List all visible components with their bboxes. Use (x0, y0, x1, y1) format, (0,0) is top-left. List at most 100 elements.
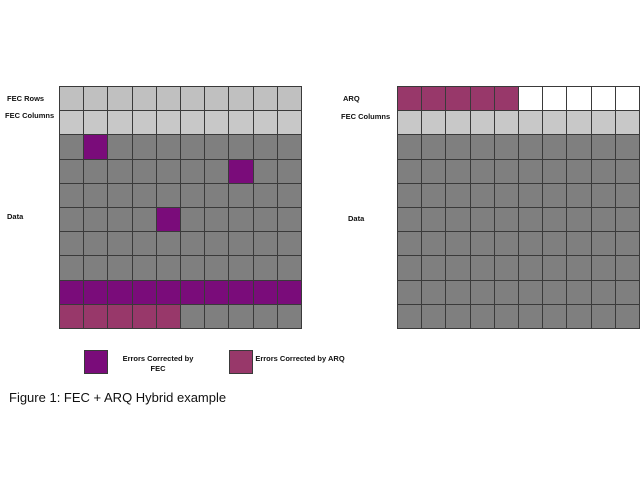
fec-column-cell (446, 111, 471, 136)
data-cell (446, 159, 471, 184)
data-cell (591, 232, 616, 257)
data-cell (591, 256, 616, 281)
data-cell (494, 232, 519, 257)
data-cell (422, 159, 447, 184)
right-label-arq: ARQ (343, 94, 360, 103)
data-cell (205, 135, 230, 160)
data-cell (156, 159, 181, 184)
fec-corrected-cell (277, 280, 302, 305)
data-cell (543, 280, 568, 305)
fec-column-cell (132, 111, 157, 136)
fec-corrected-cell (229, 280, 254, 305)
data-cell (567, 256, 592, 281)
data-cell (205, 207, 230, 233)
left-label-fec-columns: FEC Columns (5, 111, 55, 120)
empty-cell (591, 87, 616, 112)
data-cell (422, 183, 447, 208)
data-cell (543, 232, 568, 257)
data-cell (518, 232, 544, 257)
data-cell (518, 183, 544, 208)
data-cell (253, 159, 278, 184)
fec-column-cell (615, 111, 640, 136)
data-cell (398, 256, 423, 281)
data-cell (205, 232, 230, 257)
data-cell (229, 304, 254, 329)
left-grid (59, 86, 302, 329)
fec-corrected-cell (229, 159, 254, 184)
data-cell (615, 207, 640, 233)
data-cell (470, 232, 495, 257)
fec-column-cell (277, 111, 302, 136)
data-cell (567, 135, 592, 160)
data-cell (543, 159, 568, 184)
data-cell (446, 183, 471, 208)
fec-corrected-cell (156, 207, 181, 233)
data-cell (615, 280, 640, 305)
fec-corrected-cell (84, 135, 109, 160)
fec-row-cell (229, 87, 254, 112)
data-cell (398, 232, 423, 257)
fec-row-cell (253, 87, 278, 112)
data-cell (470, 280, 495, 305)
data-cell (422, 135, 447, 160)
arq-corrected-cell (132, 304, 157, 329)
data-cell (446, 232, 471, 257)
data-cell (591, 304, 616, 329)
fec-column-cell (108, 111, 133, 136)
data-cell (446, 280, 471, 305)
data-cell (229, 135, 254, 160)
data-cell (108, 207, 133, 233)
arq-corrected-cell (60, 304, 85, 329)
data-cell (398, 280, 423, 305)
data-cell (567, 207, 592, 233)
data-cell (229, 207, 254, 233)
data-cell (422, 280, 447, 305)
fec-column-cell (591, 111, 616, 136)
data-cell (543, 135, 568, 160)
data-cell (615, 232, 640, 257)
data-cell (567, 183, 592, 208)
data-cell (494, 280, 519, 305)
fec-column-cell (205, 111, 230, 136)
empty-cell (567, 87, 592, 112)
data-cell (518, 256, 544, 281)
data-cell (180, 256, 206, 281)
fec-corrected-cell (132, 280, 157, 305)
data-cell (446, 135, 471, 160)
data-cell (180, 183, 206, 208)
data-cell (205, 256, 230, 281)
data-cell (591, 207, 616, 233)
data-cell (60, 135, 85, 160)
fec-row-cell (84, 87, 109, 112)
data-cell (470, 207, 495, 233)
data-cell (518, 207, 544, 233)
empty-cell (543, 87, 568, 112)
fec-column-cell (253, 111, 278, 136)
data-cell (132, 232, 157, 257)
data-cell (180, 135, 206, 160)
data-cell (591, 159, 616, 184)
fec-column-cell (180, 111, 206, 136)
data-cell (108, 159, 133, 184)
data-cell (398, 304, 423, 329)
fec-column-cell (398, 111, 423, 136)
data-cell (494, 159, 519, 184)
data-cell (84, 159, 109, 184)
fec-corrected-cell (60, 280, 85, 305)
data-cell (108, 135, 133, 160)
data-cell (470, 159, 495, 184)
data-cell (253, 232, 278, 257)
fec-column-cell (84, 111, 109, 136)
data-cell (180, 304, 206, 329)
data-cell (518, 280, 544, 305)
data-cell (543, 256, 568, 281)
data-cell (229, 232, 254, 257)
fec-corrected-cell (84, 280, 109, 305)
data-cell (615, 304, 640, 329)
arq-corrected-cell (422, 87, 447, 112)
data-cell (229, 183, 254, 208)
fec-row-cell (277, 87, 302, 112)
data-cell (156, 135, 181, 160)
arq-corrected-cell (84, 304, 109, 329)
right-label-fec-columns: FEC Columns (341, 112, 391, 121)
